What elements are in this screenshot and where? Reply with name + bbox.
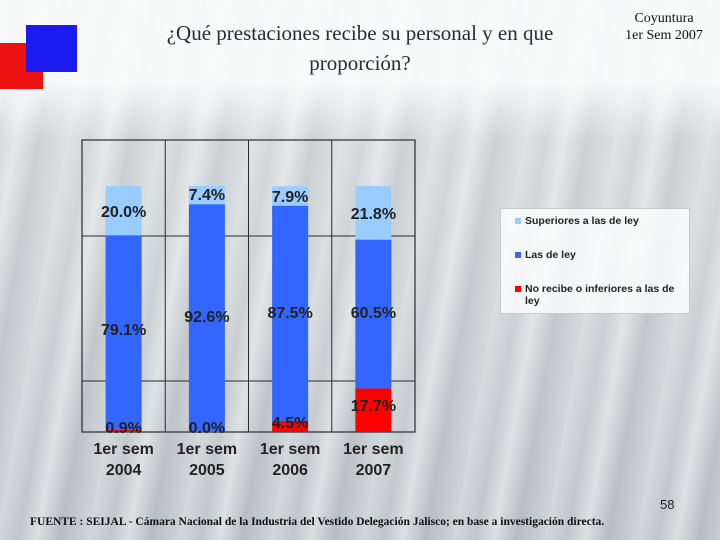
category-label-line2-0: 2004 [106,462,142,479]
bar-segment-1-1 [188,204,225,432]
bar-segment-1-2 [272,205,309,421]
bar-segment-1-0 [105,235,142,430]
category-label-line1-3: 1er sem [343,441,404,458]
category-label-line2-2: 2006 [272,462,308,479]
data-label-1-1: 92.6% [184,309,229,326]
legend-label-no-recibe: No recibe o inferiores a las de ley [525,283,675,307]
data-label-0-2: 4.5% [272,415,308,432]
period-line-1: Coyuntura [634,11,694,26]
category-label-line1-2: 1er sem [260,441,321,458]
bar-segment-0-0 [105,429,142,432]
data-label-2-0: 20.0% [101,204,146,221]
data-label-2-1: 7.4% [189,187,225,204]
category-label-line2-3: 2007 [356,462,392,479]
data-label-0-3: 17.7% [351,398,396,415]
data-label-1-2: 87.5% [267,305,312,322]
period-label: Coyuntura 1er Sem 2007 [612,10,716,44]
bar-segment-0-2 [272,420,309,432]
data-label-2-2: 7.9% [272,189,308,206]
data-label-0-1: 0.0% [189,420,225,437]
category-label-line2-1: 2005 [189,462,225,479]
legend-label-superiores: Superiores a las de ley [525,215,639,227]
bar-segment-2-3 [355,186,392,240]
data-label-1-0: 79.1% [101,322,146,339]
decorative-blue-square [26,25,77,72]
data-label-0-0: 0.9% [105,420,141,437]
data-label-1-3: 60.5% [351,305,396,322]
legend-swatch-no-recibe [515,286,521,292]
source-note: FUENTE : SEIJAL - Cámara Nacional de la … [30,516,605,528]
legend-swatch-de-ley [515,252,521,258]
bar-segment-1-3 [355,239,392,389]
bar-segment-2-2 [272,186,309,206]
legend-swatch-superiores [515,218,521,224]
legend-label-de-ley: Las de ley [525,249,576,261]
slide-title: ¿Qué prestaciones recibe su personal y e… [166,21,554,75]
bar-segment-2-0 [105,186,142,236]
bar-segment-2-1 [188,186,225,205]
chart-legend: Superiores a las de ley Las de ley No re… [500,208,690,314]
category-label-line1-0: 1er sem [93,441,154,458]
period-line-2: 1er Sem 2007 [625,28,703,43]
category-label-line1-1: 1er sem [177,441,238,458]
page-number: 58 [660,497,675,512]
bar-segment-0-3 [355,388,392,432]
data-label-2-3: 21.8% [351,206,396,223]
